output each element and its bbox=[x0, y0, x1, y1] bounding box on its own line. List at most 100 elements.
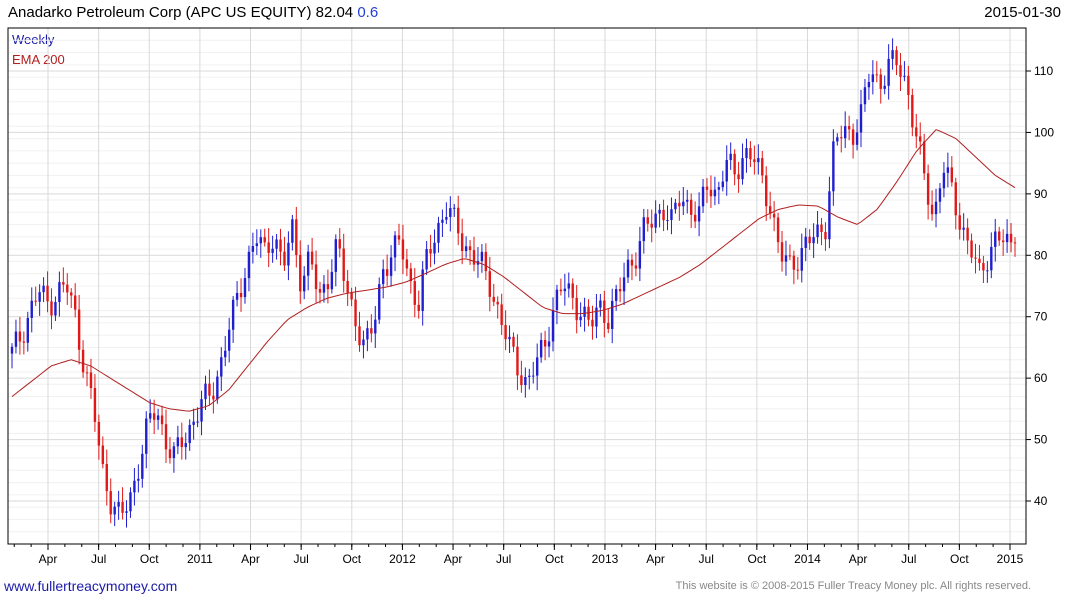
x-tick-label: Oct bbox=[545, 552, 564, 566]
website-link[interactable]: www.fullertreacymoney.com bbox=[4, 578, 178, 594]
weekly-bar-body bbox=[630, 259, 634, 266]
weekly-bar-body bbox=[840, 137, 843, 139]
weekly-bar-body bbox=[966, 227, 969, 241]
x-tick-label: Apr bbox=[444, 552, 463, 566]
weekly-bar-body bbox=[867, 81, 871, 88]
weekly-bar-body bbox=[946, 167, 950, 173]
weekly-bar-body bbox=[757, 158, 760, 163]
weekly-bar-body bbox=[378, 284, 381, 320]
weekly-bar-body bbox=[922, 141, 926, 174]
weekly-bar-body bbox=[618, 289, 622, 292]
weekly-bar-body bbox=[26, 317, 29, 343]
weekly-bar-body bbox=[863, 87, 867, 105]
weekly-bar-body bbox=[389, 257, 393, 276]
x-tick-label: 2013 bbox=[592, 552, 619, 566]
weekly-bar-body bbox=[192, 421, 195, 425]
weekly-bar-body bbox=[54, 301, 57, 316]
weekly-bar-body bbox=[733, 153, 736, 175]
weekly-bar-body bbox=[429, 249, 432, 254]
weekly-bar-body bbox=[484, 251, 488, 272]
weekly-bar-body bbox=[599, 300, 602, 308]
x-tick-label: Jul bbox=[901, 552, 916, 566]
weekly-bar-body bbox=[366, 328, 369, 340]
weekly-bar-body bbox=[231, 299, 235, 330]
x-tick-label: Apr bbox=[646, 552, 665, 566]
weekly-bar-body bbox=[145, 418, 148, 454]
weekly-bar-body bbox=[780, 242, 784, 262]
weekly-bar-body bbox=[903, 75, 906, 77]
weekly-bar-body bbox=[330, 271, 334, 290]
weekly-bar-body bbox=[164, 424, 168, 450]
weekly-bar-body bbox=[283, 251, 286, 266]
weekly-bar-body bbox=[129, 492, 132, 512]
weekly-bar-body bbox=[859, 104, 863, 133]
weekly-bar-body bbox=[362, 339, 365, 346]
x-tick-label: Apr bbox=[241, 552, 260, 566]
weekly-bar-body bbox=[1005, 233, 1009, 243]
weekly-bar-body bbox=[611, 300, 614, 329]
weekly-bar-body bbox=[528, 375, 531, 377]
weekly-bar-body bbox=[200, 399, 203, 422]
y-tick-label: 70 bbox=[1034, 310, 1048, 324]
weekly-bar-body bbox=[836, 137, 839, 142]
weekly-bar-body bbox=[650, 223, 653, 228]
weekly-bar-body bbox=[670, 209, 673, 221]
weekly-bar-body bbox=[591, 319, 594, 327]
x-tick-label: Apr bbox=[849, 552, 868, 566]
weekly-bar-body bbox=[832, 141, 835, 192]
weekly-bar-body bbox=[188, 424, 191, 444]
weekly-bar-body bbox=[263, 237, 266, 243]
weekly-bar-body bbox=[982, 263, 985, 271]
weekly-bar-body bbox=[255, 243, 259, 247]
weekly-bar-body bbox=[58, 282, 61, 302]
weekly-bar-body bbox=[986, 270, 989, 272]
weekly-bar-body bbox=[457, 207, 460, 234]
weekly-bar-body bbox=[713, 189, 717, 197]
weekly-bar-body bbox=[437, 222, 440, 243]
weekly-bar-body bbox=[678, 202, 681, 207]
weekly-bar-body bbox=[721, 181, 724, 188]
weekly-bar-body bbox=[370, 328, 373, 334]
weekly-bar-body bbox=[224, 350, 227, 358]
weekly-bar-body bbox=[753, 159, 756, 163]
weekly-bar-body bbox=[808, 236, 811, 244]
weekly-bar-body bbox=[772, 213, 776, 218]
weekly-bar-body bbox=[239, 292, 243, 298]
weekly-bar-body bbox=[472, 250, 476, 265]
weekly-bar-body bbox=[38, 292, 41, 302]
weekly-bar-body bbox=[524, 376, 527, 386]
weekly-bar-body bbox=[682, 201, 685, 207]
weekly-bar-body bbox=[662, 209, 665, 221]
weekly-bar-body bbox=[776, 217, 780, 243]
weekly-bar-body bbox=[14, 331, 18, 347]
weekly-bar-body bbox=[34, 300, 37, 302]
weekly-bar-body bbox=[441, 219, 444, 223]
legend-weekly: Weekly bbox=[12, 32, 55, 47]
weekly-bar-body bbox=[322, 284, 326, 293]
x-tick-label: Jul bbox=[293, 552, 308, 566]
weekly-bar-body bbox=[259, 237, 262, 244]
weekly-bar-body bbox=[468, 246, 472, 251]
weekly-bar-body bbox=[784, 255, 788, 262]
weekly-bar-body bbox=[279, 239, 282, 252]
weekly-bar-body bbox=[168, 449, 172, 459]
weekly-bar-body bbox=[338, 239, 341, 249]
weekly-bar-body bbox=[492, 296, 495, 302]
weekly-bar-body bbox=[693, 214, 697, 222]
weekly-bar-body bbox=[749, 148, 752, 160]
weekly-bar-body bbox=[220, 357, 223, 377]
weekly-bar-body bbox=[978, 258, 981, 264]
weekly-bar-body bbox=[855, 132, 859, 145]
weekly-bar-body bbox=[828, 191, 831, 240]
weekly-bar-body bbox=[520, 375, 523, 386]
weekly-bar-body bbox=[433, 242, 436, 254]
chart-title: Anadarko Petroleum Corp (APC US EQUITY) … bbox=[8, 4, 378, 21]
weekly-bar-body bbox=[800, 248, 803, 271]
weekly-bar-body bbox=[709, 189, 713, 197]
weekly-bar-body bbox=[563, 288, 567, 292]
weekly-bar-body bbox=[974, 257, 977, 259]
weekly-bar-body bbox=[595, 307, 598, 327]
ema-200-line bbox=[11, 129, 1016, 412]
weekly-bar-body bbox=[101, 445, 105, 465]
weekly-bar-body bbox=[887, 58, 890, 86]
